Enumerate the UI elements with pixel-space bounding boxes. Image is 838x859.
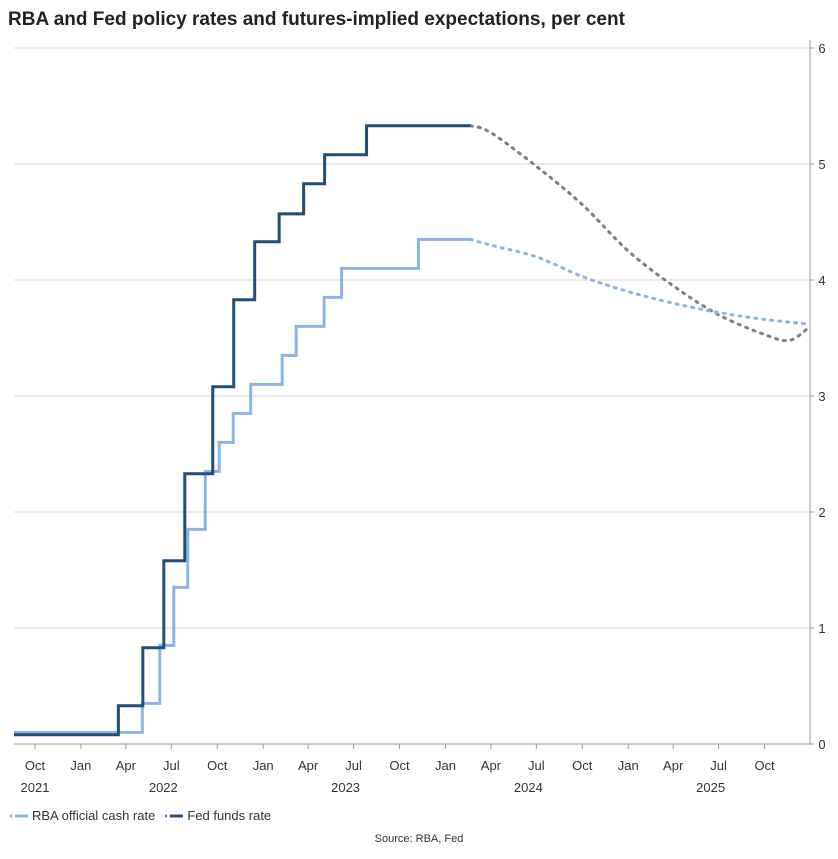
x-tick-label: Apr bbox=[298, 758, 319, 773]
x-year-label: 2023 bbox=[331, 780, 360, 795]
x-tick-label: Jul bbox=[528, 758, 545, 773]
legend-swatch-rba bbox=[10, 814, 28, 817]
legend-item-rba[interactable]: RBA official cash rate bbox=[10, 808, 155, 823]
x-tick-label: Jul bbox=[345, 758, 362, 773]
legend-swatch-fed bbox=[165, 814, 184, 817]
legend-item-fed[interactable]: Fed funds rate bbox=[165, 808, 271, 823]
x-year-label: 2022 bbox=[149, 780, 178, 795]
x-tick-label: Jan bbox=[253, 758, 274, 773]
x-tick-label: Jul bbox=[163, 758, 180, 773]
x-tick-label: Apr bbox=[663, 758, 684, 773]
legend-label-rba: RBA official cash rate bbox=[32, 808, 156, 823]
x-tick-label: Jan bbox=[435, 758, 456, 773]
legend-label-fed: Fed funds rate bbox=[187, 808, 272, 823]
y-tick-label: 4 bbox=[818, 273, 825, 288]
x-tick-label: Oct bbox=[25, 758, 46, 773]
x-tick-label: Jul bbox=[710, 758, 727, 773]
x-tick-label: Jan bbox=[618, 758, 639, 773]
x-year-label: 2021 bbox=[21, 780, 50, 795]
x-year-label: 2025 bbox=[696, 780, 725, 795]
y-tick-label: 3 bbox=[818, 389, 825, 404]
series-rba-expected bbox=[468, 237, 812, 326]
x-year-label: 2024 bbox=[514, 780, 543, 795]
y-tick-label: 5 bbox=[818, 157, 825, 172]
x-tick-label: Oct bbox=[572, 758, 593, 773]
x-tick-label: Oct bbox=[207, 758, 228, 773]
series-fed-expected bbox=[468, 124, 812, 343]
x-tick-label: Oct bbox=[389, 758, 410, 773]
x-tick-label: Jan bbox=[70, 758, 91, 773]
y-tick-label: 0 bbox=[818, 737, 825, 752]
series-fed-actual bbox=[14, 124, 471, 737]
x-tick-label: Oct bbox=[754, 758, 775, 773]
chart-title: RBA and Fed policy rates and futures-imp… bbox=[8, 9, 625, 30]
legend: RBA official cash rate Fed funds rate bbox=[10, 808, 271, 823]
source-note: Source: RBA, Fed bbox=[374, 833, 464, 845]
y-tick-label: 2 bbox=[818, 505, 825, 520]
y-tick-label: 1 bbox=[818, 621, 825, 636]
x-tick-label: Apr bbox=[116, 758, 137, 773]
y-tick-label: 6 bbox=[818, 41, 825, 56]
x-tick-label: Apr bbox=[481, 758, 502, 773]
series-rba-actual bbox=[14, 237, 471, 734]
